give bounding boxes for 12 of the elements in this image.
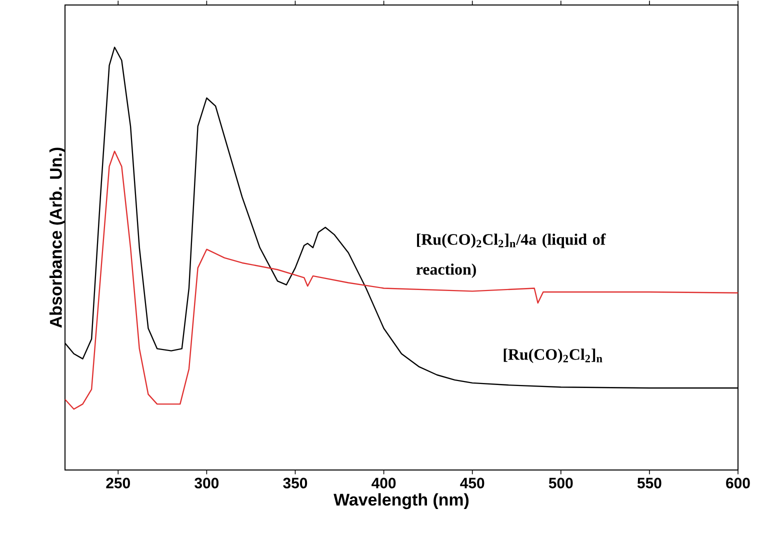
x-tick-label: 550 bbox=[637, 478, 662, 488]
x-tick-label: 600 bbox=[726, 478, 750, 488]
x-axis-title: Wavelength (nm) bbox=[334, 493, 469, 510]
x-tick-label: 450 bbox=[460, 478, 484, 488]
y-axis-title: Absorbance (Arb. Un.) bbox=[49, 148, 66, 328]
x-tick-label: 250 bbox=[106, 478, 130, 488]
text: [Ru(CO)$_{2}$Cl$_{2}$]$_{n}$/4a (liquid of reaction) bbox=[416, 233, 606, 278]
x-tick-label: 300 bbox=[194, 478, 219, 488]
x-tick-label: 350 bbox=[283, 478, 308, 488]
x-tick-label: 400 bbox=[372, 478, 396, 488]
x-tick-label: 500 bbox=[548, 478, 573, 488]
series-label: [Ru(CO)$_{2}$Cl$_{2}$]$_{n}$ bbox=[504, 348, 602, 364]
